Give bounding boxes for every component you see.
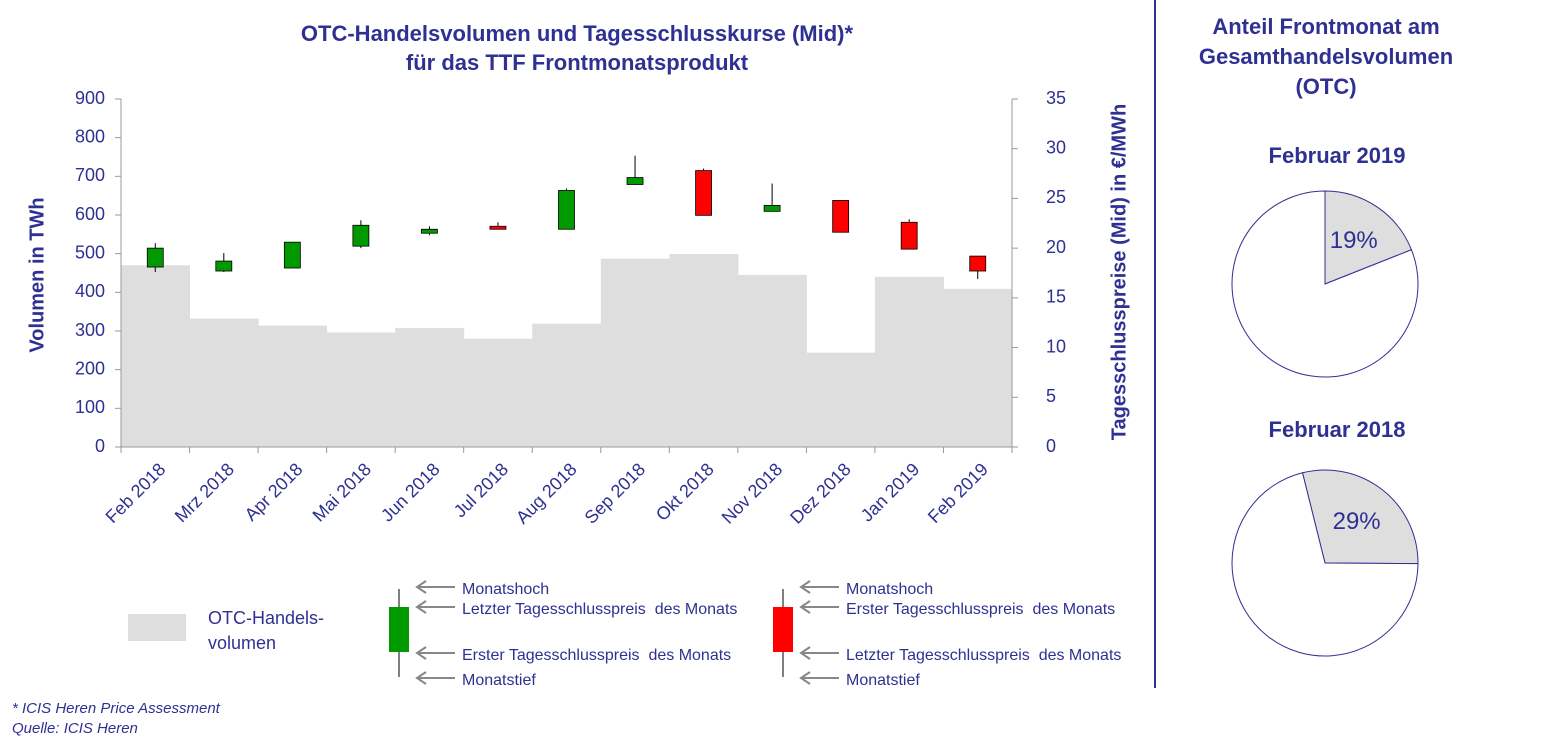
volume-bar — [258, 325, 328, 447]
legend-label: volumen — [208, 633, 276, 653]
footnote: Quelle: ICIS Heren — [12, 720, 138, 737]
candle-body — [558, 190, 575, 230]
x-tick-label: Nov 2018 — [718, 459, 787, 528]
legend-note: Letzter Tagesschlusspreis des Monats — [846, 647, 1121, 664]
y-tick-label: 200 — [75, 358, 105, 378]
legend-note: Erster Tagesschlusspreis des Monats — [846, 601, 1115, 618]
y2-tick-label: 25 — [1046, 187, 1066, 207]
candle-body — [421, 228, 438, 234]
y2-tick-label: 0 — [1046, 436, 1056, 456]
x-tick-label: Aug 2018 — [512, 459, 581, 528]
y-tick-label: 600 — [75, 204, 105, 224]
y2-tick-label: 30 — [1046, 137, 1066, 157]
volume-bar — [737, 274, 807, 447]
chart-title: für das TTF Frontmonatsprodukt — [406, 50, 749, 75]
volume-bar — [463, 338, 533, 447]
volume-bar — [806, 352, 876, 447]
legend-arrow — [415, 646, 455, 660]
legend-arrow — [799, 646, 839, 660]
side-title: Anteil Frontmonat am — [1212, 14, 1439, 39]
pie-label: 19% — [1330, 227, 1378, 254]
x-tick-label: Jun 2018 — [377, 459, 444, 526]
legend-note: Monatstief — [846, 672, 920, 689]
side-title: Gesamthandelsvolumen — [1199, 44, 1453, 69]
pie-slice — [1231, 190, 1419, 378]
volume-bar — [943, 288, 1013, 447]
y-axis-label: Volumen in TWh — [26, 197, 48, 352]
y-tick-label: 300 — [75, 320, 105, 340]
legend-label: OTC-Handels- — [208, 608, 324, 628]
y2-tick-label: 15 — [1046, 287, 1066, 307]
x-tick-label: Jan 2019 — [857, 459, 924, 526]
legend-arrow — [415, 600, 455, 614]
legend-arrow — [415, 671, 455, 685]
candle-body — [146, 247, 164, 268]
x-tick-label: Mai 2018 — [309, 459, 376, 526]
candle-body — [283, 241, 301, 269]
candle-body — [215, 260, 233, 272]
y-tick-label: 900 — [75, 88, 105, 108]
legend-candle — [389, 607, 409, 652]
x-tick-label: Mrz 2018 — [171, 459, 238, 526]
y2-tick-label: 10 — [1046, 336, 1066, 356]
x-tick-label: Apr 2018 — [241, 459, 307, 525]
pie-title: Februar 2018 — [1269, 417, 1406, 442]
candle-body — [763, 204, 781, 212]
y-tick-label: 800 — [75, 126, 105, 146]
legend-arrow — [799, 671, 839, 685]
legend-note: Monatshoch — [462, 581, 549, 598]
x-tick-label: Dez 2018 — [786, 459, 855, 528]
legend-arrow — [799, 580, 839, 594]
legend-note: Monatstief — [462, 672, 536, 689]
candle-body — [695, 170, 712, 216]
pie-slice — [1324, 190, 1413, 285]
pie-slice — [1301, 469, 1419, 565]
volume-bar — [532, 323, 602, 447]
legend-swatch — [128, 614, 186, 641]
y2-tick-label: 5 — [1046, 386, 1056, 406]
candle-body — [352, 224, 370, 247]
y2-axis-label: Tagesschlusspreise (Mid) in €/MWh — [1108, 104, 1130, 440]
volume-bar — [669, 254, 739, 447]
y-tick-label: 0 — [95, 436, 105, 456]
pie-label: 29% — [1333, 508, 1381, 535]
y2-tick-label: 35 — [1046, 88, 1066, 108]
pie-title: Februar 2019 — [1269, 143, 1406, 168]
legend-arrow — [799, 600, 839, 614]
x-tick-label: Sep 2018 — [581, 459, 650, 528]
volume-bar — [326, 332, 396, 447]
volume-bar — [874, 276, 944, 447]
volume-bar — [395, 327, 465, 447]
legend-note: Monatshoch — [846, 581, 933, 598]
chart-title: OTC-Handelsvolumen und Tagesschlusskurse… — [301, 21, 854, 46]
candle-body — [489, 225, 507, 230]
legend-candle — [773, 607, 793, 652]
y-tick-label: 100 — [75, 397, 105, 417]
volume-bar — [189, 318, 259, 447]
legend-arrow — [415, 580, 455, 594]
candle-body — [900, 221, 918, 250]
y-tick-label: 500 — [75, 242, 105, 262]
y-tick-label: 400 — [75, 281, 105, 301]
y2-tick-label: 20 — [1046, 237, 1066, 257]
volume-bar — [600, 258, 670, 447]
y-tick-label: 700 — [75, 165, 105, 185]
footnote: * ICIS Heren Price Assessment — [12, 700, 221, 717]
x-tick-label: Okt 2018 — [652, 459, 718, 525]
legend-note: Erster Tagesschlusspreis des Monats — [462, 647, 731, 664]
x-tick-label: Feb 2018 — [102, 459, 170, 527]
x-tick-label: Jul 2018 — [450, 459, 512, 521]
candle-body — [969, 255, 987, 272]
side-title: (OTC) — [1295, 74, 1356, 99]
pie-slice — [1231, 472, 1419, 657]
legend-note: Letzter Tagesschlusspreis des Monats — [462, 601, 737, 618]
volume-bar — [121, 265, 191, 447]
x-tick-label: Feb 2019 — [924, 459, 992, 527]
candle-body — [626, 177, 644, 185]
candle-body — [832, 200, 850, 233]
